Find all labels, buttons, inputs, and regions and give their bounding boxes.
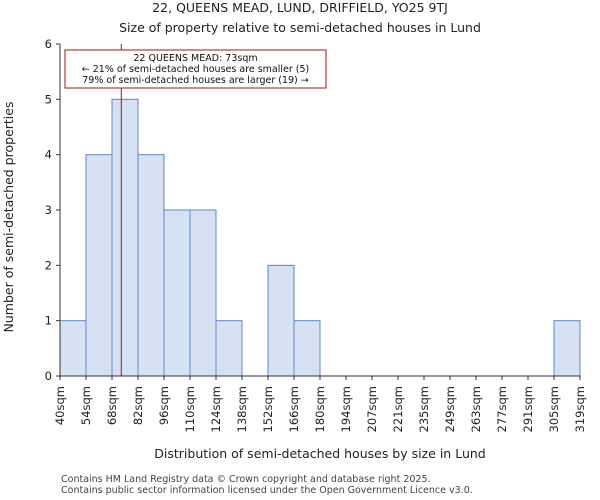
x-tick-label-221sqm: 221sqm (391, 386, 405, 432)
x-axis-label: Distribution of semi-detached houses by … (154, 446, 485, 461)
x-tick-label-96sqm: 96sqm (157, 386, 171, 425)
x-tick-label-166sqm: 166sqm (287, 386, 301, 432)
x-tick-label-180sqm: 180sqm (313, 386, 327, 432)
annotation-line-2: ← 21% of semi-detached houses are smalle… (82, 64, 310, 75)
x-tick-label-305sqm: 305sqm (547, 386, 561, 432)
annotation-line-1: 22 QUEENS MEAD: 73sqm (133, 53, 257, 64)
x-tick-label-263sqm: 263sqm (469, 386, 483, 432)
x-tick-label-152sqm: 152sqm (261, 386, 275, 432)
bar-68sqm (111, 98, 139, 377)
y-tick-label-1: 1 (45, 314, 52, 328)
chart-subtitle: Size of property relative to semi-detach… (119, 20, 481, 35)
y-tick-label-6: 6 (45, 37, 52, 51)
y-tick-label-3: 3 (45, 203, 52, 217)
x-tick-label-194sqm: 194sqm (339, 386, 353, 432)
x-tick-label-110sqm: 110sqm (183, 386, 197, 432)
y-axis-label: Number of semi-detached properties (1, 102, 16, 333)
y-tick-label-0: 0 (45, 369, 52, 383)
y-ticks-group: 0 1 2 3 4 5 6 (45, 37, 60, 383)
bar-96sqm (163, 209, 191, 377)
bar-82sqm (137, 154, 165, 377)
y-tick-label-5: 5 (45, 92, 52, 106)
x-tick-label-277sqm: 277sqm (495, 386, 509, 432)
bar-124sqm (215, 320, 243, 377)
bar-166sqm (293, 320, 321, 377)
x-tick-label-319sqm: 319sqm (573, 386, 587, 432)
bar-40sqm (59, 320, 87, 377)
annotation-box (64, 49, 327, 89)
x-tick-label-82sqm: 82sqm (131, 386, 145, 425)
x-tick-label-207sqm: 207sqm (365, 386, 379, 432)
x-tick-label-138sqm: 138sqm (235, 386, 249, 432)
x-tick-label-54sqm: 54sqm (79, 386, 93, 425)
bars-group (59, 98, 581, 377)
x-tick-label-124sqm: 124sqm (209, 386, 223, 432)
footer-copyright: Contains HM Land Registry data © Crown c… (61, 474, 431, 485)
x-tick-label-40sqm: 40sqm (53, 386, 67, 425)
x-ticks-group: 40sqm 54sqm 68sqm 82sqm 96sqm 110sqm 124sqm 138… (53, 376, 587, 432)
bar-305sqm (553, 320, 581, 377)
chart-title: 22, QUEENS MEAD, LUND, DRIFFIELD, YO25 9… (152, 0, 448, 15)
x-tick-label-235sqm: 235sqm (417, 386, 431, 432)
bar-110sqm (189, 209, 217, 377)
x-tick-label-291sqm: 291sqm (521, 386, 535, 432)
x-tick-label-249sqm: 249sqm (443, 386, 457, 432)
footer-licence: Contains public sector information licen… (61, 485, 473, 496)
annotation-line-3: 79% of semi-detached houses are larger (… (82, 75, 309, 86)
bar-152sqm (267, 264, 295, 377)
x-tick-label-68sqm: 68sqm (105, 386, 119, 425)
bar-54sqm (85, 154, 113, 377)
y-tick-label-2: 2 (45, 258, 52, 272)
y-tick-label-4: 4 (45, 148, 52, 162)
